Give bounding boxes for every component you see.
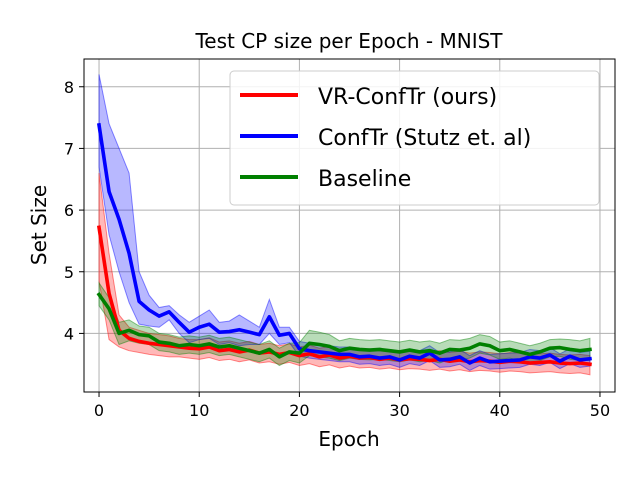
y-axis-ticks: 4 5 6 7 8 [64, 78, 84, 343]
series-lines [96, 122, 592, 367]
plot-frame [83, 58, 616, 393]
legend: VR-ConfTr (ours) ConfTr (Stutz et. al) Bas… [229, 70, 600, 206]
x-tick-label: 30 [389, 401, 409, 420]
legend-label-1: ConfTr (Stutz et. al) [318, 126, 531, 151]
x-tick-label: 20 [289, 401, 309, 420]
band-series-1 [98, 74, 591, 371]
y-tick-label: 8 [64, 78, 74, 97]
x-tick-label: 0 [94, 401, 104, 420]
y-tick-label: 6 [64, 201, 74, 220]
line-series-2 [96, 292, 592, 359]
legend-label-0: VR-ConfTr (ours) [318, 85, 497, 110]
band-series-2 [98, 281, 591, 367]
x-tick-label: 10 [189, 401, 209, 420]
chart-title: Test CP size per Epoch - MNIST [194, 29, 503, 53]
x-axis-ticks: 0 10 20 30 40 50 [94, 392, 610, 420]
legend-box [229, 70, 600, 206]
y-axis-title: Set Size [27, 185, 51, 265]
legend-items: VR-ConfTr (ours) ConfTr (Stutz et. al) Bas… [240, 85, 531, 192]
x-axis-title: Epoch [318, 427, 379, 451]
legend-label-2: Baseline [318, 167, 411, 192]
band-series-0 [98, 173, 591, 376]
x-tick-label: 50 [590, 401, 610, 420]
y-tick-label: 5 [64, 263, 74, 282]
confidence-bands [98, 74, 591, 376]
line-series-1 [96, 122, 592, 365]
x-tick-label: 40 [490, 401, 510, 420]
y-tick-label: 4 [64, 324, 74, 343]
y-tick-label: 7 [64, 139, 74, 158]
